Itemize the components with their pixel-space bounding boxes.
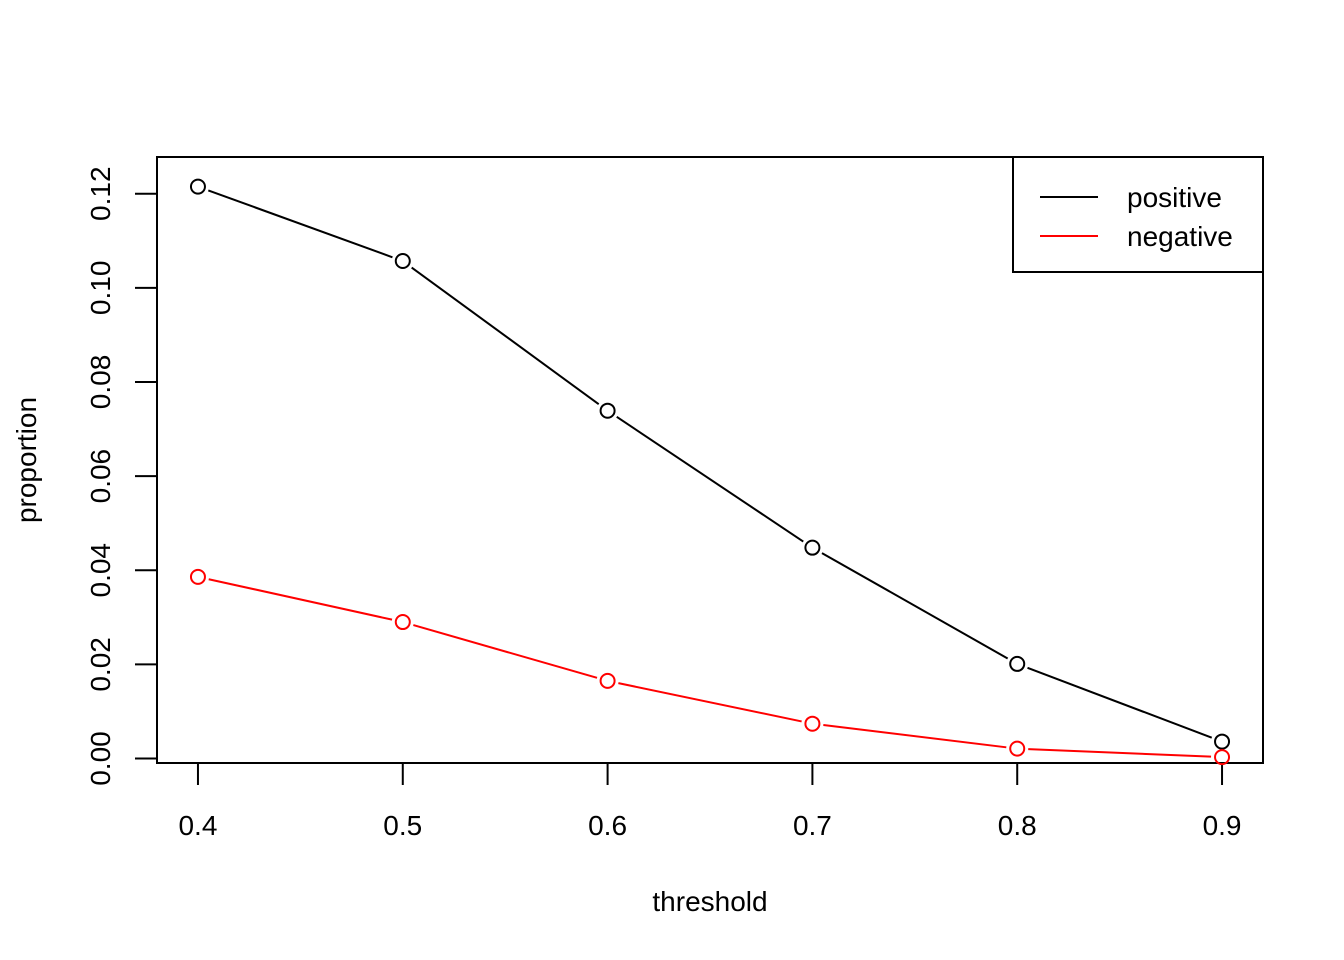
x-tick-label: 0.9 [1203,810,1242,841]
data-point-positive [394,253,411,270]
legend: positive negative [1012,156,1264,273]
series-negative [189,568,1231,766]
data-point-negative [394,614,411,631]
data-point-positive [804,539,821,556]
y-tick-label: 0.10 [85,261,116,316]
x-tick-label: 0.5 [383,810,422,841]
line-segment-positive [207,189,393,259]
legend-label-positive: positive [1127,182,1222,213]
legend-box [1012,156,1264,273]
data-point-negative [599,672,616,689]
line-segment-positive [1027,666,1213,739]
x-axis-title: threshold [652,886,767,917]
y-tick-label: 0.12 [85,166,116,221]
data-point-negative [804,715,821,732]
series-positive [189,178,1231,750]
data-point-negative [1009,740,1026,757]
y-tick-label: 0.06 [85,449,116,504]
y-tick-label: 0.02 [85,637,116,692]
x-tick-label: 0.7 [793,810,832,841]
series-layer [189,178,1231,766]
x-tick-label: 0.8 [998,810,1037,841]
data-point-negative [1214,749,1231,766]
x-axis: 0.4 0.5 0.6 0.7 0.8 0.9 [178,762,1242,841]
line-segment-negative [618,682,802,723]
data-point-positive [599,402,616,419]
line-segment-negative [208,578,393,621]
line-segment-negative [413,624,598,679]
x-tick-label: 0.4 [178,810,217,841]
line-segment-positive [616,415,804,543]
y-tick-label: 0.00 [85,731,116,786]
line-segment-positive [411,266,600,406]
line-segment-positive [821,552,1009,660]
data-point-negative [189,568,206,585]
y-axis-title: proportion [11,397,42,523]
line-segment-negative [823,724,1007,749]
y-tick-label: 0.08 [85,355,116,410]
data-point-positive [1214,733,1231,750]
data-point-positive [189,178,206,195]
data-point-positive [1009,655,1026,672]
legend-label-negative: negative [1127,221,1233,252]
y-axis: 0.00 0.02 0.04 0.06 0.08 0.10 0.12 [85,166,158,786]
y-tick-label: 0.04 [85,543,116,598]
line-segment-negative [1028,748,1212,758]
x-tick-label: 0.6 [588,810,627,841]
